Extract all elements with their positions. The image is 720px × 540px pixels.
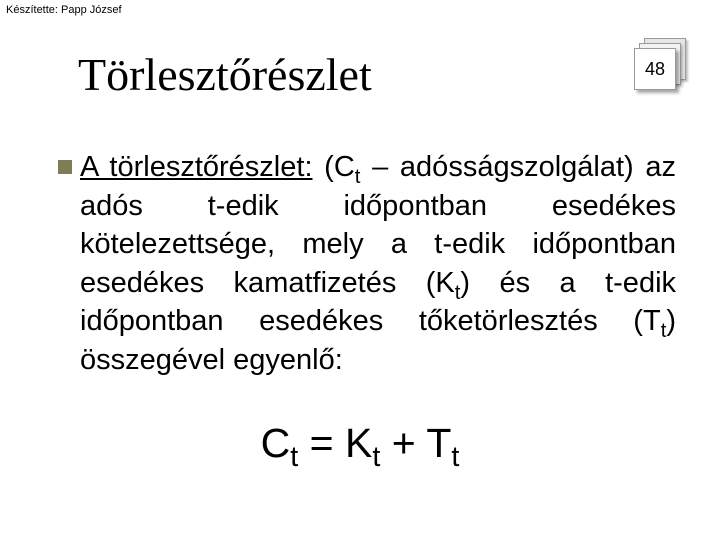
slide-title: Törlesztőrészlet [78, 48, 372, 101]
formula: Ct = Kt + Tt [0, 420, 720, 467]
formula-plus: + [380, 420, 426, 466]
body-text: A törlesztőrészlet: (Ct – adósság­szolgá… [58, 148, 676, 379]
formula-T-sub: t [451, 441, 459, 473]
def-seg-1: (C [313, 151, 355, 183]
formula-eq: = [298, 420, 345, 466]
formula-C: C [261, 420, 291, 466]
definition-lead: A törlesztőrészlet: [80, 151, 313, 183]
page-number: 48 [634, 48, 676, 90]
formula-T: T [426, 420, 451, 466]
page-number-badge: 48 [634, 38, 686, 90]
bullet-icon [58, 160, 72, 174]
formula-K: K [345, 420, 372, 466]
author-line: Készítette: Papp József [6, 4, 122, 16]
definition-paragraph: A törlesztőrészlet: (Ct – adósság­szolgá… [80, 148, 676, 379]
